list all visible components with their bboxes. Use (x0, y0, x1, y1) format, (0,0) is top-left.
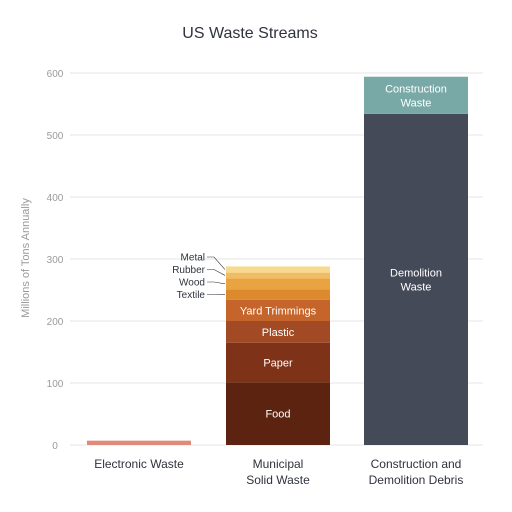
category-label: Electronic Waste (94, 457, 184, 471)
bar-segment (226, 278, 330, 290)
bar-segment (226, 299, 330, 321)
leader-line (207, 281, 226, 285)
segment-label: Demolition (390, 267, 442, 279)
leader-line (207, 256, 226, 270)
bar-segment (364, 76, 468, 114)
segment-label: Waste (401, 97, 432, 109)
segment-label: Construction (385, 83, 447, 95)
y-tick-label: 400 (47, 193, 64, 204)
bar-segment (226, 272, 330, 279)
bar-segment (226, 321, 330, 343)
bar-segment (226, 342, 330, 383)
bar-segment (226, 289, 330, 300)
y-tick-label: 0 (52, 441, 58, 452)
y-tick-label: 500 (47, 131, 64, 142)
category-label: Solid Waste (246, 473, 310, 487)
bar-segment (364, 113, 468, 446)
bar-segment (87, 440, 191, 445)
chart-title: US Waste Streams (182, 25, 317, 42)
y-tick-label: 300 (47, 255, 64, 266)
y-tick-label: 200 (47, 317, 64, 328)
y-tick-label: 600 (47, 69, 64, 80)
category-label: Municipal (253, 457, 304, 471)
leader-line (207, 269, 226, 276)
bar-segment (226, 266, 330, 273)
bar-segment (226, 382, 330, 445)
segment-labels: Food Paper Plastic Yard Trimmings TextileWoo… (172, 83, 447, 420)
segment-label: Yard Trimmings (240, 305, 317, 317)
segment-side-label: Wood (179, 278, 205, 289)
segment-side-label: Textile (177, 290, 206, 301)
y-axis-ticks: 0 100 200 300 400 500 600 (47, 69, 64, 452)
y-axis-label: Millions of Tons Annually (20, 198, 32, 318)
category-labels: Electronic Waste Municipal Solid Waste Cons… (94, 457, 463, 487)
segment-label: Plastic (262, 327, 295, 339)
segment-side-label: Metal (181, 253, 205, 264)
category-label: Construction and (371, 457, 462, 471)
bars (87, 76, 468, 446)
segment-side-label: Rubber (172, 265, 205, 276)
y-tick-label: 100 (47, 379, 64, 390)
segment-label: Waste (401, 281, 432, 293)
category-label: Demolition Debris (369, 473, 464, 487)
segment-label: Paper (263, 358, 293, 370)
segment-label: Food (265, 409, 290, 421)
